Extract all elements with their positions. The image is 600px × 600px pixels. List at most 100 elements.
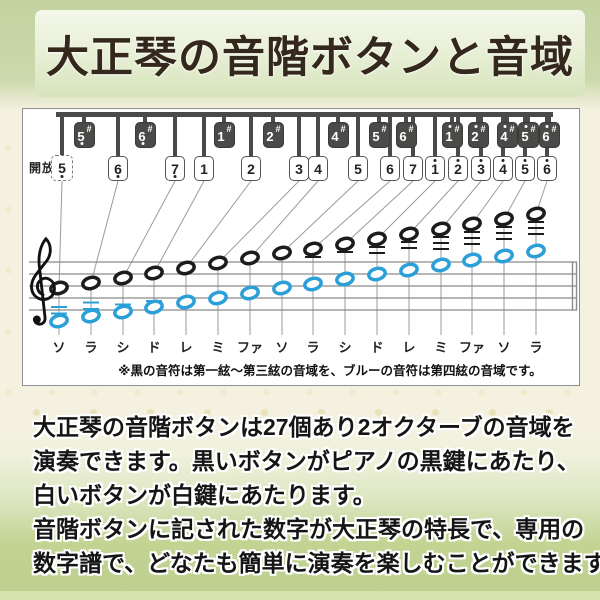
octave-dot: [545, 125, 549, 128]
note-black: [144, 265, 164, 281]
button-number: 5: [372, 128, 380, 144]
solfege-label: レ: [402, 340, 416, 355]
note-blue: [494, 248, 514, 264]
button-stem: [505, 117, 509, 123]
text-line: 数字譜で、どなたも簡単に演奏を楽しむことができます。: [33, 550, 600, 576]
button-stem: [202, 117, 206, 156]
button-stem: [297, 117, 301, 156]
note-blue: [462, 252, 482, 268]
octave-dot: [141, 142, 145, 145]
note-black: [526, 206, 546, 222]
button-stem: [356, 117, 360, 156]
text-line: 白いボタンが白鍵にあたります。: [33, 482, 376, 508]
note-black: [113, 270, 133, 286]
button-number: 6: [399, 128, 407, 144]
button-number: 7: [171, 160, 179, 177]
solfege-label: ミ: [211, 340, 225, 355]
connector-line: [58, 180, 63, 335]
note-black: [462, 216, 482, 232]
button-number: 2: [266, 128, 274, 144]
button-number: 7: [409, 160, 417, 177]
scale-button-white: 6: [537, 156, 557, 181]
solfege-label: レ: [179, 340, 193, 355]
scale-button-white: 7: [403, 156, 423, 181]
button-stem: [433, 117, 437, 156]
scale-button-black: 5 #: [368, 122, 390, 148]
scale-button-black: 2 #: [262, 122, 284, 148]
sharp-sign: #: [226, 124, 232, 134]
note-black: [272, 245, 292, 261]
note-black: [176, 260, 196, 276]
connector-line: [153, 180, 205, 335]
solfege-label: ソ: [52, 340, 66, 355]
note-blue: [335, 271, 355, 287]
description-text: 大正琴の音階ボタンは27個あり2オクターブの音域を 演奏できます。黒いボタンがピア…: [33, 410, 600, 580]
button-number: 4: [499, 160, 507, 177]
sharp-sign: #: [275, 124, 281, 134]
solfege-label: ド: [147, 340, 161, 355]
note-black: [81, 275, 101, 291]
octave-dot: [545, 159, 549, 162]
button-number: 1: [431, 160, 439, 177]
diagram-footnote: ※黒の音符は第一絃～第三絃の音域を、ブルーの音符は第四絃の音域です。: [118, 364, 542, 378]
note-blue: [113, 304, 133, 320]
solfege-label: ファ: [458, 340, 485, 355]
scale-button-open: 5: [51, 155, 73, 181]
sharp-sign: #: [530, 124, 536, 134]
octave-dot: [501, 159, 505, 162]
octave-dot: [503, 125, 507, 128]
button-stem: [82, 117, 86, 123]
button-number: 5: [77, 128, 85, 144]
scale-button-white: 5: [515, 156, 535, 181]
button-number: 1: [445, 128, 453, 144]
bottom-strip: [0, 591, 600, 600]
button-stem: [336, 117, 340, 123]
sharp-sign: #: [480, 124, 486, 134]
octave-dot: [456, 159, 460, 162]
button-number: 6: [386, 160, 394, 177]
note-blue: [208, 290, 228, 306]
note-blue: [526, 243, 546, 259]
note-black: [367, 231, 387, 247]
scale-button-white: 2: [448, 156, 468, 181]
octave-dot: [474, 125, 478, 128]
button-stem: [450, 117, 454, 123]
button-number: 2: [454, 160, 462, 177]
scale-button-white: 6: [380, 156, 400, 181]
note-black: [240, 250, 260, 266]
solfege-label: ラ: [529, 340, 543, 355]
button-number: 1: [217, 128, 225, 144]
text-line: 演奏できます。黒いボタンがピアノの黒鍵にあたり、: [33, 448, 580, 474]
scale-button-white: 3: [471, 156, 491, 181]
note-blue: [176, 294, 196, 310]
button-number: 5: [521, 128, 529, 144]
scale-button-white: 3: [289, 156, 309, 181]
note-blue: [431, 257, 451, 273]
button-stem: [143, 117, 147, 123]
octave-dot: [524, 125, 528, 128]
staff-svg: [29, 180, 578, 335]
button-stem: [547, 117, 551, 123]
button-stem: [404, 117, 408, 123]
button-number: 2: [247, 160, 255, 177]
solfege-label: ラ: [84, 340, 98, 355]
octave-dot: [80, 142, 84, 145]
note-black: [399, 226, 419, 242]
scale-button-white: 4: [493, 156, 513, 181]
sharp-sign: #: [86, 124, 92, 134]
button-stem: [60, 117, 64, 156]
solfege-label: ミ: [434, 340, 448, 355]
button-number: 3: [477, 160, 485, 177]
button-number: 6: [114, 160, 122, 177]
open-string-label: 開放: [28, 161, 55, 175]
button-number: 5: [58, 160, 66, 176]
solfege-label: シ: [338, 340, 352, 355]
note-blue: [81, 308, 101, 324]
pitch-rail: [56, 112, 553, 117]
note-blue: [240, 285, 260, 301]
octave-dot: [523, 159, 527, 162]
button-stem: [377, 117, 381, 123]
solfege-label: シ: [116, 340, 130, 355]
